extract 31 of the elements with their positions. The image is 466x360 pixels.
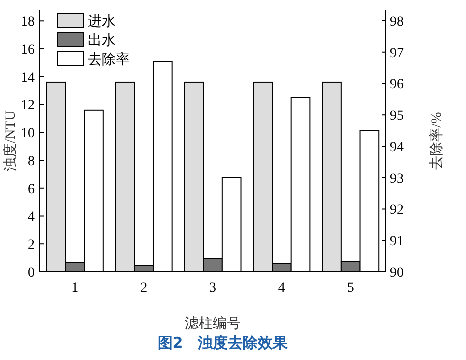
- y2-tick-label: 97: [390, 46, 404, 62]
- y-tick-label: 14: [21, 70, 35, 86]
- y2-tick-label: 91: [390, 234, 404, 250]
- legend-label: 去除率: [88, 52, 130, 68]
- y-tick-label: 8: [28, 154, 35, 170]
- x-axis-title: 滤柱编号: [185, 316, 241, 332]
- y2-axis-title: 去除率/%: [428, 112, 445, 170]
- y-tick-label: 12: [21, 98, 35, 114]
- y-tick-label: 0: [28, 266, 35, 281]
- y2-tick-label: 94: [390, 140, 404, 156]
- text: 图2 浊度去除效果: [158, 334, 290, 352]
- y-tick-label: 16: [21, 42, 35, 58]
- y-tick-label: 18: [21, 15, 35, 30]
- y2-tick-label: 90: [390, 266, 404, 281]
- legend-label: 进水: [88, 14, 116, 30]
- y2-tick-label: 93: [390, 172, 404, 187]
- y2-tick-label: 92: [390, 203, 404, 218]
- x-tick-label: 1: [72, 281, 79, 296]
- y-axis-title: 浊度/NTU: [2, 110, 19, 172]
- y2-tick-label: 95: [390, 109, 404, 124]
- y-tick-label: 10: [21, 126, 35, 142]
- y-tick-label: 2: [28, 238, 35, 254]
- y-tick-label: 6: [28, 182, 35, 198]
- x-tick-label: 4: [278, 281, 286, 296]
- y2-tick-label: 98: [390, 14, 404, 30]
- y-tick-label: 4: [28, 210, 35, 226]
- x-tick-label: 2: [140, 281, 148, 296]
- legend-label: 出水: [88, 32, 116, 49]
- y2-tick-label: 96: [390, 78, 404, 93]
- x-tick-label: 5: [347, 281, 354, 296]
- x-tick-label: 3: [210, 281, 216, 296]
